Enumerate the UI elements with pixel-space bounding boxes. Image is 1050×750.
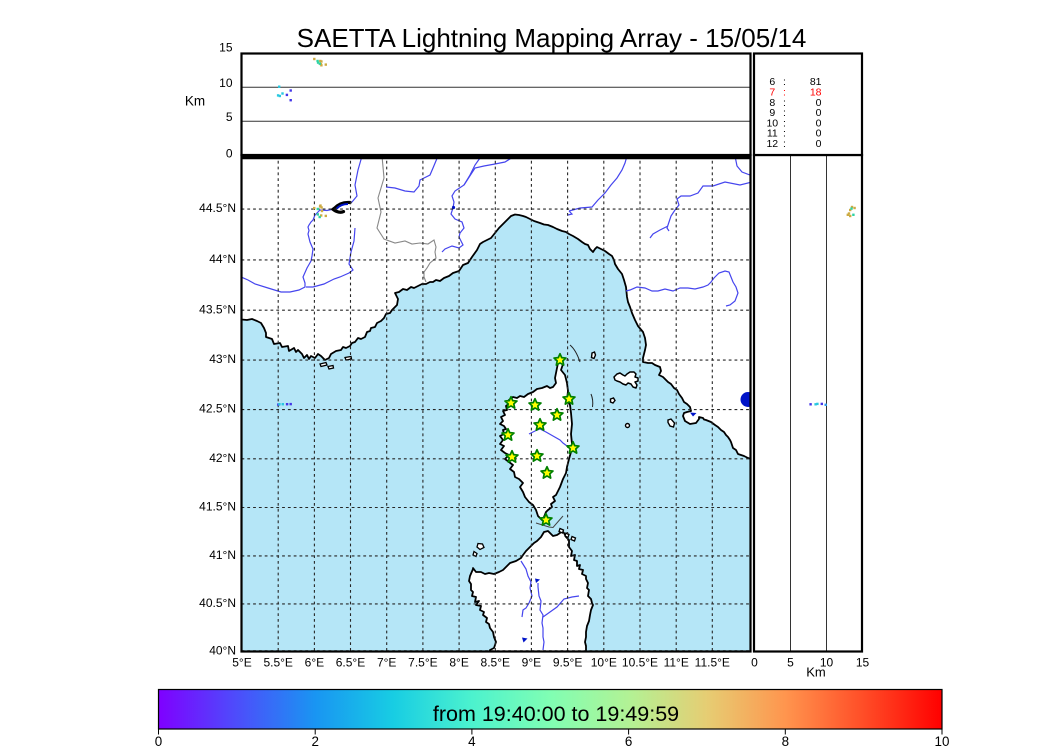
svg-text:6: 6 <box>769 76 775 88</box>
svg-text::: : <box>783 107 786 119</box>
svg-text:8°E: 8°E <box>449 656 468 670</box>
svg-text:12: 12 <box>766 138 778 150</box>
svg-text:44.5°N: 44.5°N <box>199 201 236 215</box>
svg-text:2: 2 <box>311 734 318 749</box>
svg-text:11°E: 11°E <box>664 656 689 670</box>
svg-text::: : <box>783 128 786 140</box>
svg-text:42°N: 42°N <box>209 451 236 465</box>
svg-text:0: 0 <box>226 147 233 161</box>
svg-text:18: 18 <box>810 87 822 99</box>
svg-text:5: 5 <box>787 656 794 670</box>
svg-text:0: 0 <box>751 656 758 670</box>
svg-text:43°N: 43°N <box>209 352 236 366</box>
svg-text:41°N: 41°N <box>209 548 236 562</box>
svg-text:5.5°E: 5.5°E <box>263 656 292 670</box>
svg-text::: : <box>783 87 786 99</box>
svg-text:0: 0 <box>816 128 822 140</box>
svg-text::: : <box>783 138 786 150</box>
svg-text:41.5°N: 41.5°N <box>199 500 236 514</box>
svg-text:10: 10 <box>935 734 950 749</box>
svg-text:from 19:40:00 to 19:49:59: from 19:40:00 to 19:49:59 <box>433 702 679 726</box>
svg-text:7: 7 <box>769 87 775 99</box>
svg-text:0: 0 <box>816 138 822 150</box>
svg-text:Km: Km <box>185 94 205 109</box>
svg-text:40°N: 40°N <box>209 644 236 658</box>
svg-text:9.5°E: 9.5°E <box>553 656 582 670</box>
svg-text:8: 8 <box>782 734 789 749</box>
svg-text:0: 0 <box>816 107 822 119</box>
svg-text:11.5°E: 11.5°E <box>695 656 730 670</box>
svg-text:6: 6 <box>625 734 632 749</box>
svg-text:5°E: 5°E <box>232 656 251 670</box>
svg-text:10: 10 <box>219 76 233 90</box>
svg-text:8.5°E: 8.5°E <box>481 656 510 670</box>
svg-text:7.5°E: 7.5°E <box>408 656 437 670</box>
svg-text:0: 0 <box>816 117 822 129</box>
svg-text:10°E: 10°E <box>591 656 617 670</box>
svg-text:9°E: 9°E <box>522 656 541 670</box>
svg-text:81: 81 <box>810 76 822 88</box>
svg-text:4: 4 <box>468 734 476 749</box>
svg-text:8: 8 <box>769 97 775 109</box>
svg-text::: : <box>783 76 786 88</box>
svg-text:0: 0 <box>816 97 822 109</box>
svg-text:9: 9 <box>769 107 775 119</box>
svg-text:Km: Km <box>806 665 826 680</box>
svg-text:11: 11 <box>767 128 778 140</box>
svg-text::: : <box>783 117 786 129</box>
svg-text:7°E: 7°E <box>377 656 396 670</box>
svg-text:0: 0 <box>155 734 162 749</box>
svg-text:6°E: 6°E <box>305 656 324 670</box>
svg-text:10: 10 <box>820 656 834 670</box>
svg-text::: : <box>783 97 786 109</box>
svg-text:42.5°N: 42.5°N <box>199 402 236 416</box>
svg-text:5: 5 <box>226 110 233 124</box>
svg-text:10: 10 <box>766 117 778 129</box>
svg-text:40.5°N: 40.5°N <box>199 596 236 610</box>
svg-text:44°N: 44°N <box>209 252 236 266</box>
svg-text:15: 15 <box>219 41 233 55</box>
svg-text:SAETTA Lightning Mapping Array: SAETTA Lightning Mapping Array - 15/05/1… <box>297 23 807 53</box>
svg-text:10.5°E: 10.5°E <box>622 656 658 670</box>
svg-text:43.5°N: 43.5°N <box>199 302 236 316</box>
svg-text:15: 15 <box>856 656 870 670</box>
svg-text:6.5°E: 6.5°E <box>336 656 365 670</box>
